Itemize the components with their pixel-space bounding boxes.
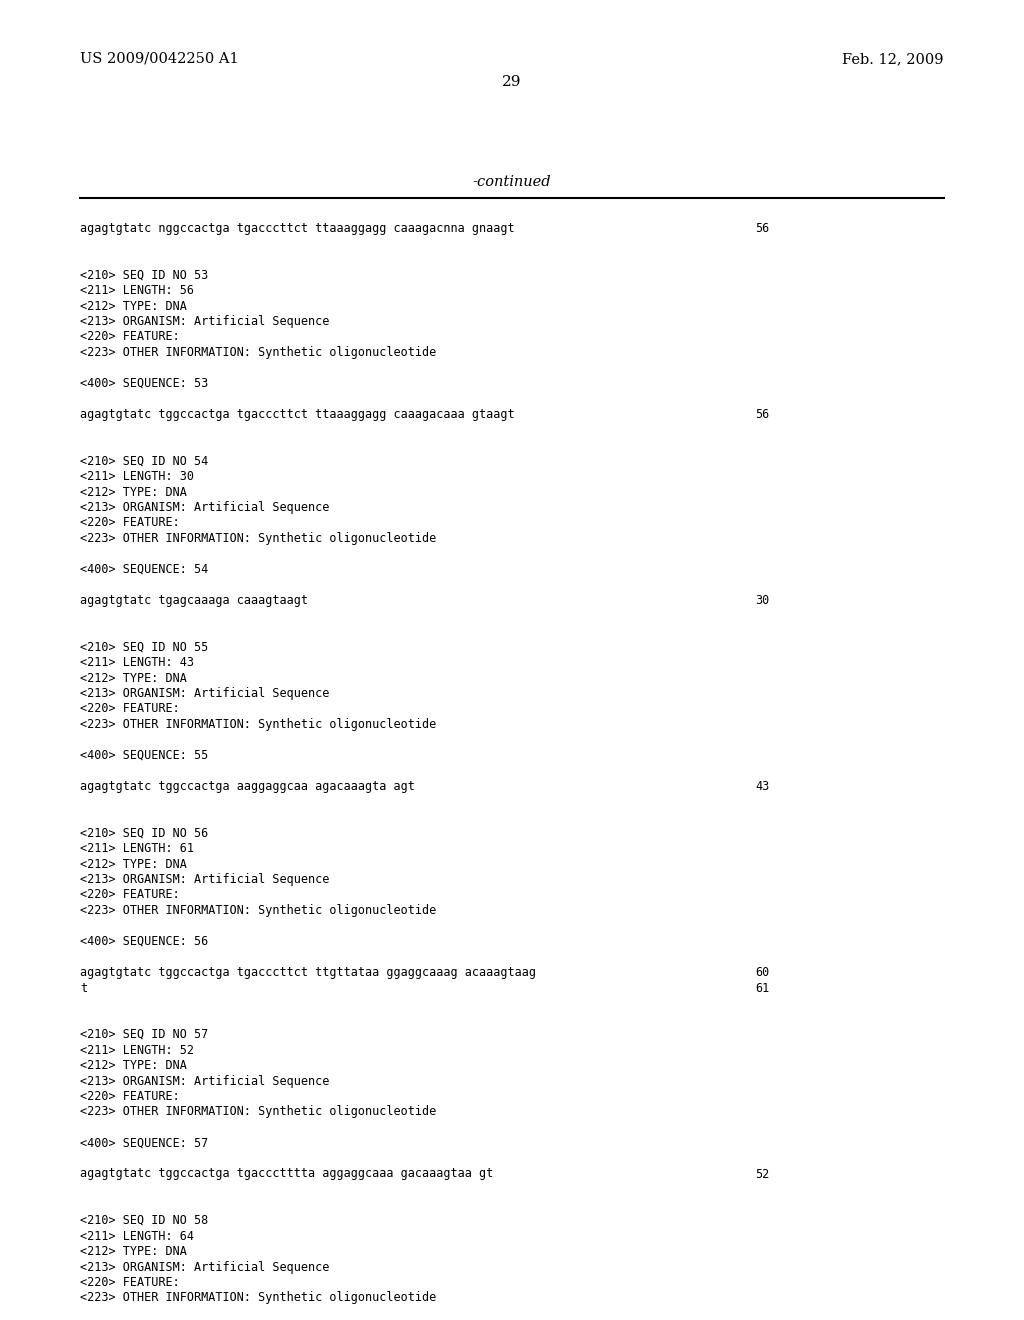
Text: <211> LENGTH: 56: <211> LENGTH: 56	[80, 284, 194, 297]
Text: <400> SEQUENCE: 57: <400> SEQUENCE: 57	[80, 1137, 208, 1150]
Text: <211> LENGTH: 64: <211> LENGTH: 64	[80, 1229, 194, 1242]
Text: <212> TYPE: DNA: <212> TYPE: DNA	[80, 858, 186, 870]
Text: <213> ORGANISM: Artificial Sequence: <213> ORGANISM: Artificial Sequence	[80, 873, 330, 886]
Text: <210> SEQ ID NO 58: <210> SEQ ID NO 58	[80, 1214, 208, 1228]
Text: 30: 30	[755, 594, 769, 607]
Text: <220> FEATURE:: <220> FEATURE:	[80, 888, 180, 902]
Text: <212> TYPE: DNA: <212> TYPE: DNA	[80, 672, 186, 685]
Text: <213> ORGANISM: Artificial Sequence: <213> ORGANISM: Artificial Sequence	[80, 686, 330, 700]
Text: agagtgtatc tggccactga tgaccctttta aggaggcaaa gacaaagtaa gt: agagtgtatc tggccactga tgaccctttta aggagg…	[80, 1167, 494, 1180]
Text: <212> TYPE: DNA: <212> TYPE: DNA	[80, 1245, 186, 1258]
Text: <220> FEATURE:: <220> FEATURE:	[80, 516, 180, 529]
Text: agagtgtatc nggccactga tgacccttct ttaaaggagg caaagacnna gnaagt: agagtgtatc nggccactga tgacccttct ttaaagg…	[80, 222, 515, 235]
Text: 43: 43	[755, 780, 769, 793]
Text: 29: 29	[502, 75, 522, 88]
Text: <211> LENGTH: 43: <211> LENGTH: 43	[80, 656, 194, 669]
Text: <212> TYPE: DNA: <212> TYPE: DNA	[80, 1059, 186, 1072]
Text: agagtgtatc tgagcaaaga caaagtaagt: agagtgtatc tgagcaaaga caaagtaagt	[80, 594, 308, 607]
Text: agagtgtatc tggccactga tgacccttct ttaaaggagg caaagacaaa gtaagt: agagtgtatc tggccactga tgacccttct ttaaagg…	[80, 408, 515, 421]
Text: <211> LENGTH: 52: <211> LENGTH: 52	[80, 1044, 194, 1056]
Text: 60: 60	[755, 966, 769, 979]
Text: <223> OTHER INFORMATION: Synthetic oligonucleotide: <223> OTHER INFORMATION: Synthetic oligo…	[80, 532, 436, 545]
Text: <220> FEATURE:: <220> FEATURE:	[80, 1090, 180, 1104]
Text: 56: 56	[755, 222, 769, 235]
Text: <212> TYPE: DNA: <212> TYPE: DNA	[80, 300, 186, 313]
Text: <223> OTHER INFORMATION: Synthetic oligonucleotide: <223> OTHER INFORMATION: Synthetic oligo…	[80, 1106, 436, 1118]
Text: <210> SEQ ID NO 55: <210> SEQ ID NO 55	[80, 640, 208, 653]
Text: <213> ORGANISM: Artificial Sequence: <213> ORGANISM: Artificial Sequence	[80, 1074, 330, 1088]
Text: <213> ORGANISM: Artificial Sequence: <213> ORGANISM: Artificial Sequence	[80, 315, 330, 327]
Text: <213> ORGANISM: Artificial Sequence: <213> ORGANISM: Artificial Sequence	[80, 502, 330, 513]
Text: agagtgtatc tggccactga aaggaggcaa agacaaagta agt: agagtgtatc tggccactga aaggaggcaa agacaaa…	[80, 780, 415, 793]
Text: <210> SEQ ID NO 57: <210> SEQ ID NO 57	[80, 1028, 208, 1041]
Text: US 2009/0042250 A1: US 2009/0042250 A1	[80, 51, 239, 66]
Text: <223> OTHER INFORMATION: Synthetic oligonucleotide: <223> OTHER INFORMATION: Synthetic oligo…	[80, 346, 436, 359]
Text: 56: 56	[755, 408, 769, 421]
Text: <211> LENGTH: 30: <211> LENGTH: 30	[80, 470, 194, 483]
Text: <210> SEQ ID NO 54: <210> SEQ ID NO 54	[80, 454, 208, 467]
Text: -continued: -continued	[473, 176, 551, 189]
Text: <220> FEATURE:: <220> FEATURE:	[80, 702, 180, 715]
Text: <400> SEQUENCE: 55: <400> SEQUENCE: 55	[80, 748, 208, 762]
Text: <223> OTHER INFORMATION: Synthetic oligonucleotide: <223> OTHER INFORMATION: Synthetic oligo…	[80, 904, 436, 917]
Text: <223> OTHER INFORMATION: Synthetic oligonucleotide: <223> OTHER INFORMATION: Synthetic oligo…	[80, 1291, 436, 1304]
Text: agagtgtatc tggccactga tgacccttct ttgttataa ggaggcaaag acaaagtaag: agagtgtatc tggccactga tgacccttct ttgttat…	[80, 966, 536, 979]
Text: <213> ORGANISM: Artificial Sequence: <213> ORGANISM: Artificial Sequence	[80, 1261, 330, 1274]
Text: <210> SEQ ID NO 53: <210> SEQ ID NO 53	[80, 268, 208, 281]
Text: Feb. 12, 2009: Feb. 12, 2009	[843, 51, 944, 66]
Text: <220> FEATURE:: <220> FEATURE:	[80, 330, 180, 343]
Text: 61: 61	[755, 982, 769, 994]
Text: <400> SEQUENCE: 53: <400> SEQUENCE: 53	[80, 378, 208, 389]
Text: <220> FEATURE:: <220> FEATURE:	[80, 1276, 180, 1290]
Text: 52: 52	[755, 1167, 769, 1180]
Text: <400> SEQUENCE: 54: <400> SEQUENCE: 54	[80, 564, 208, 576]
Text: <211> LENGTH: 61: <211> LENGTH: 61	[80, 842, 194, 855]
Text: <400> SEQUENCE: 56: <400> SEQUENCE: 56	[80, 935, 208, 948]
Text: t: t	[80, 982, 87, 994]
Text: <223> OTHER INFORMATION: Synthetic oligonucleotide: <223> OTHER INFORMATION: Synthetic oligo…	[80, 718, 436, 731]
Text: <210> SEQ ID NO 56: <210> SEQ ID NO 56	[80, 826, 208, 840]
Text: <212> TYPE: DNA: <212> TYPE: DNA	[80, 486, 186, 499]
